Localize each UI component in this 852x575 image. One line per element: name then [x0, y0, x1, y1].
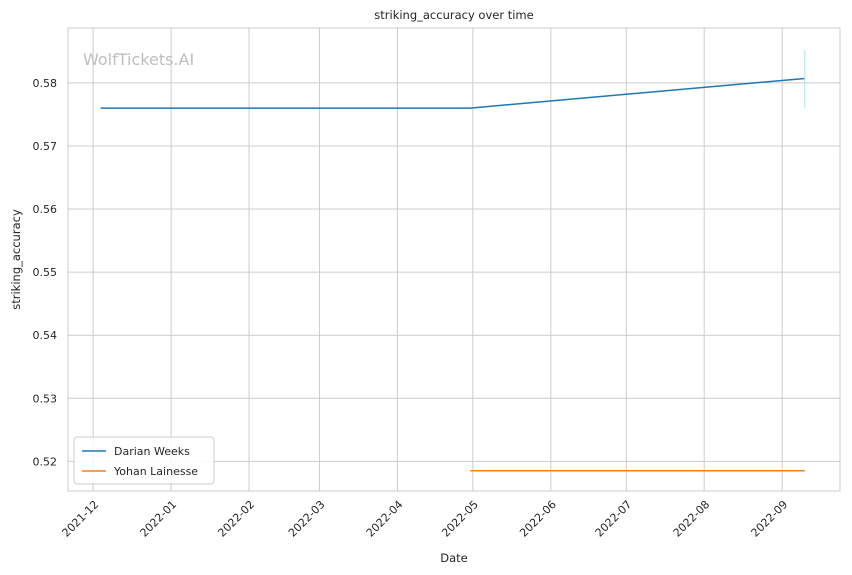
y-tick-label: 0.54 — [33, 329, 58, 342]
x-tick-label: 2022-05 — [439, 498, 481, 540]
legend-box — [73, 436, 215, 485]
x-tick-label: 2022-02 — [215, 498, 257, 540]
y-tick-label: 0.52 — [33, 455, 58, 468]
y-tick-label: 0.55 — [33, 266, 58, 279]
y-tick-label: 0.58 — [33, 77, 58, 90]
series-lines — [100, 50, 806, 472]
series-line-darian-weeks — [100, 77, 805, 109]
x-tick-label: 2022-01 — [138, 498, 180, 540]
chart-title: striking_accuracy over time — [374, 8, 533, 22]
y-tick-label: 0.53 — [33, 392, 58, 405]
y-axis-label: striking_accuracy — [9, 209, 23, 310]
x-tick-label: 2021-12 — [60, 498, 102, 540]
x-tick-label: 2022-08 — [671, 498, 713, 540]
grid-lines — [68, 28, 840, 491]
legend: Darian Weeks Yohan Lainesse — [73, 436, 215, 485]
x-axis-label: Date — [440, 551, 468, 565]
x-tick-label: 2022-06 — [517, 498, 559, 540]
x-tick-label: 2022-04 — [364, 498, 406, 540]
x-tick-label: 2022-09 — [749, 498, 791, 540]
x-tick-label: 2022-03 — [286, 498, 328, 540]
x-tick-label: 2022-07 — [593, 498, 635, 540]
legend-label: Darian Weeks — [114, 445, 190, 458]
y-tick-label: 0.56 — [33, 203, 58, 216]
legend-label: Yohan Lainesse — [113, 465, 198, 478]
watermark: WolfTickets.AI — [83, 50, 194, 69]
y-tick-label: 0.57 — [33, 140, 58, 153]
plot-area-frame — [67, 27, 841, 492]
